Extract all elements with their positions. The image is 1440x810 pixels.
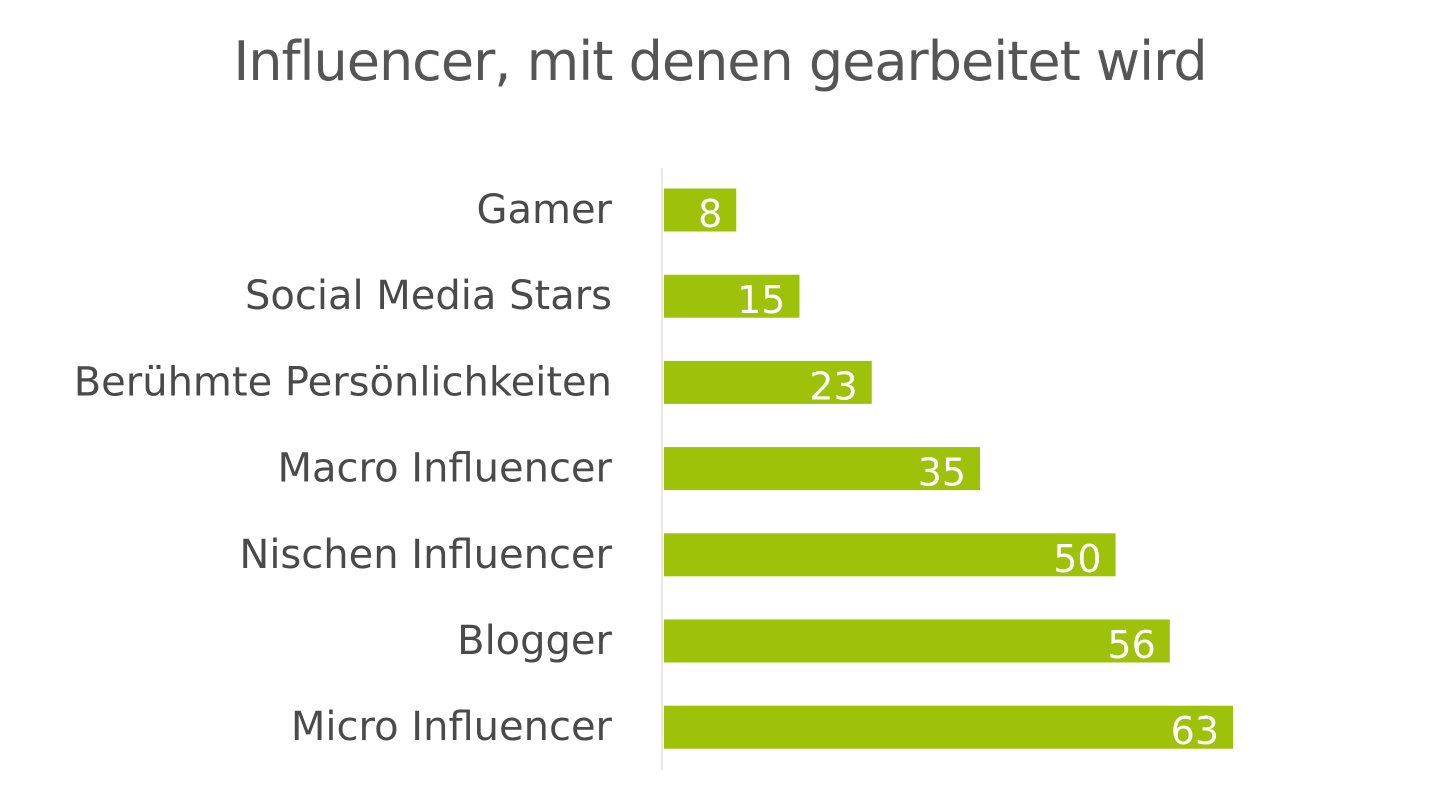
value-label: 63 [1171, 709, 1219, 753]
category-labels-group: Gamer Social Media Stars Berühmte Persönli… [74, 187, 613, 750]
bar [664, 533, 1116, 577]
bar [664, 705, 1233, 749]
value-label: 35 [918, 451, 966, 495]
value-label: 56 [1107, 623, 1155, 667]
bar [664, 274, 800, 318]
category-label: Berühmte Persönlichkeiten [74, 359, 612, 405]
bar [664, 619, 1170, 663]
category-label: Blogger [457, 618, 612, 664]
category-label: Gamer [476, 187, 612, 233]
category-label: Social Media Stars [245, 273, 612, 319]
category-label: Nischen Influencer [239, 532, 612, 578]
bar [664, 447, 981, 491]
value-label: 8 [698, 192, 722, 236]
bars-group [664, 188, 1233, 749]
category-label: Micro Influencer [291, 704, 613, 750]
bar [664, 188, 737, 232]
category-label: Macro Influencer [278, 446, 613, 492]
chart-title: Influencer, mit denen gearbeitet wird [233, 30, 1207, 93]
value-label: 23 [809, 364, 857, 408]
bar [664, 360, 872, 404]
value-label: 50 [1053, 537, 1101, 581]
value-label: 15 [737, 278, 785, 322]
